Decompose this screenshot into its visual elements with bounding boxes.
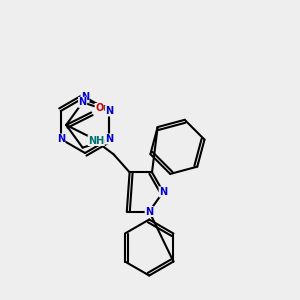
Text: N: N: [81, 92, 89, 102]
Text: N: N: [79, 97, 87, 107]
Text: N: N: [105, 106, 113, 116]
Text: N: N: [159, 187, 167, 197]
Text: N: N: [145, 206, 153, 217]
Text: NH: NH: [88, 136, 104, 146]
Text: N: N: [105, 134, 113, 144]
Text: O: O: [95, 103, 103, 113]
Text: N: N: [57, 134, 65, 144]
